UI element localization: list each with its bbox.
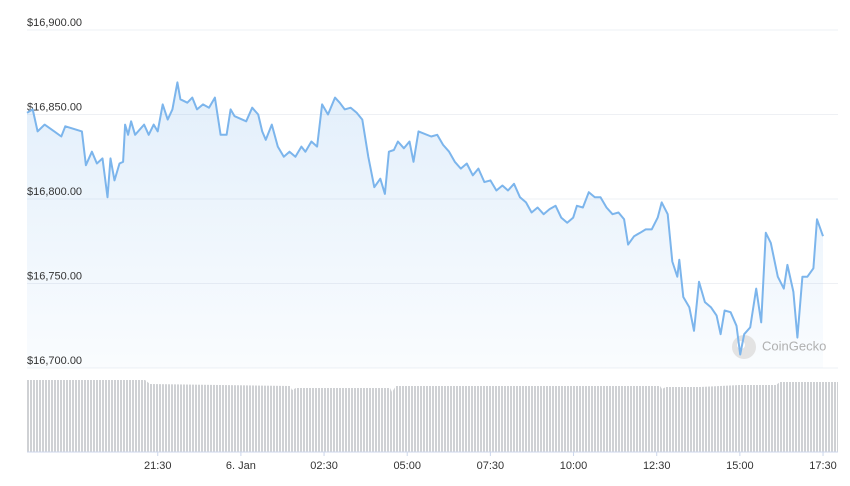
y-tick-label: $16,700.00 <box>27 355 82 367</box>
y-tick-label: $16,800.00 <box>27 186 82 198</box>
price-line <box>26 81 824 356</box>
x-tick-label: 12:30 <box>643 460 671 472</box>
y-tick-label: $16,900.00 <box>27 17 82 29</box>
price-area <box>27 82 823 369</box>
x-tick-label: 6. Jan <box>226 460 256 472</box>
x-tick-label: 21:30 <box>144 460 172 472</box>
x-tick-label: 07:30 <box>477 460 505 472</box>
x-tick-label: 15:00 <box>726 460 754 472</box>
y-tick-label: $16,850.00 <box>27 101 82 113</box>
watermark-text: CoinGecko <box>762 338 826 353</box>
x-tick-label: 02:30 <box>310 460 338 472</box>
x-tick-label: 17:30 <box>809 460 837 472</box>
x-tick-label: 05:00 <box>393 460 421 472</box>
y-tick-label: $16,750.00 <box>27 270 82 282</box>
x-tick-label: 10:00 <box>560 460 588 472</box>
volume-bars <box>27 380 838 452</box>
